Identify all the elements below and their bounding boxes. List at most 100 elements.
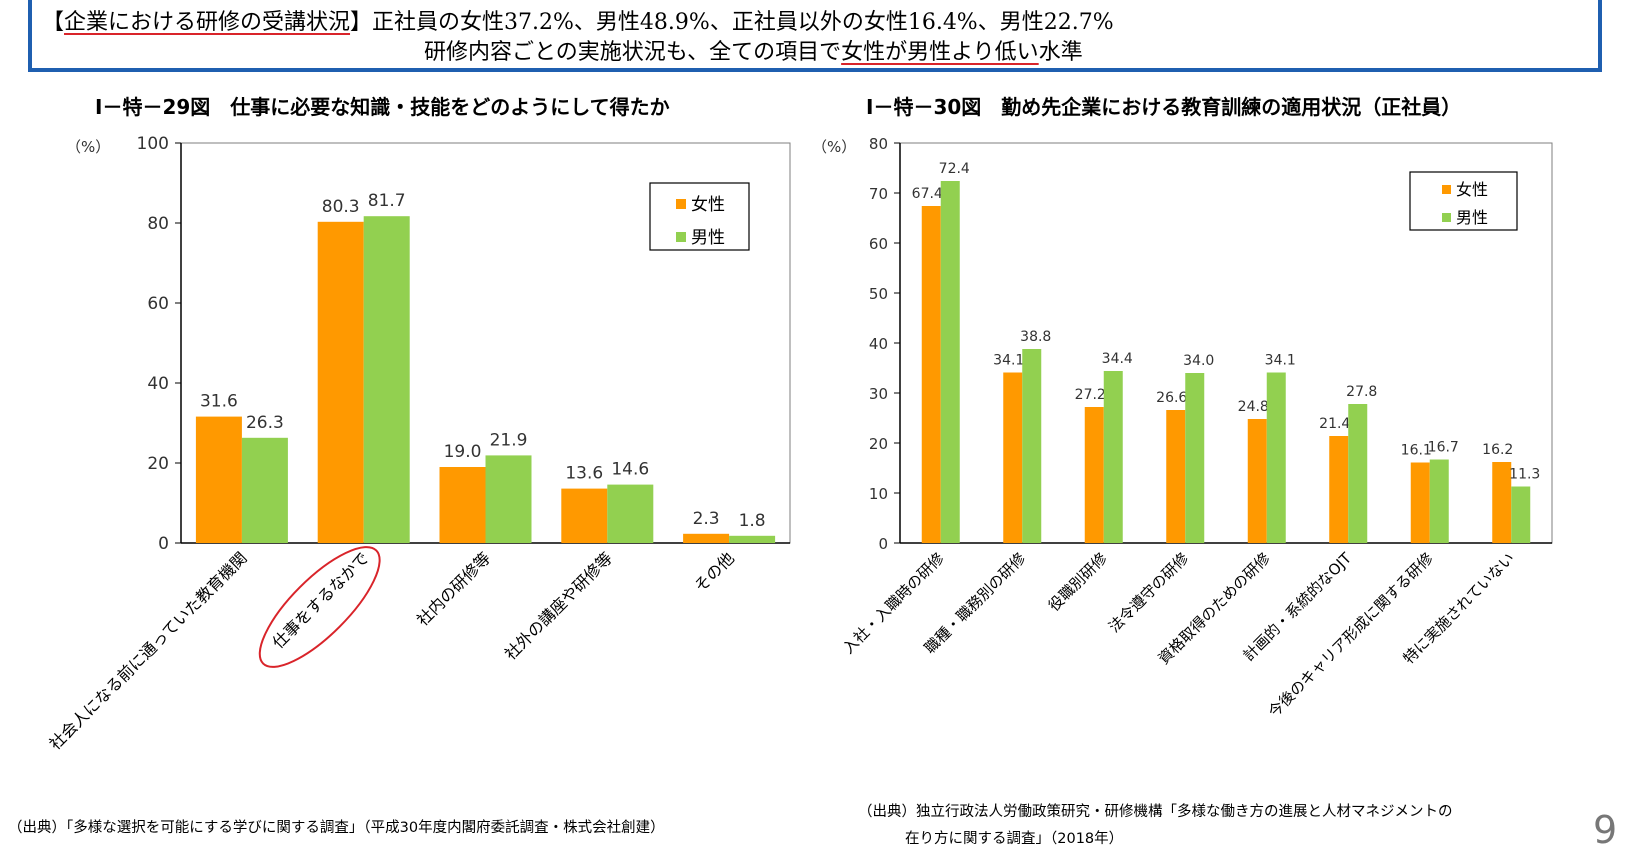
chart30-bar-male — [1511, 486, 1531, 543]
chart30-legend-swatch — [1442, 185, 1451, 194]
chart29-bar-male — [729, 535, 776, 543]
chart29-legend-label: 女性 — [691, 195, 725, 215]
chart30-bar-male — [1348, 404, 1368, 543]
chart30-ytick-label: 30 — [869, 385, 888, 403]
chart30-bar-female — [1247, 419, 1267, 543]
chart30-bar-female — [1410, 462, 1430, 543]
chart30-data-label: 34.1 — [993, 353, 1024, 369]
chart30-legend-label: 男性 — [1456, 208, 1488, 227]
chart29-title: Ⅰ－特－29図 仕事に必要な知識・技能をどのようにして得たか — [95, 95, 670, 119]
chart30-bar-male — [1185, 373, 1205, 543]
chart30-bar-male — [940, 181, 960, 543]
chart30-ytick-label: 70 — [869, 185, 888, 203]
chart30-bar-female — [1492, 462, 1512, 543]
chart30-data-label: 16.1 — [1401, 443, 1432, 459]
summary-box: 【企業における研修の受講状況】正社員の女性37.2%、男性48.9%、正社員以外… — [28, 0, 1602, 72]
chart29-data-label: 80.3 — [322, 197, 360, 217]
chart30-ytick-label: 50 — [869, 285, 888, 303]
page-number: 9 — [1593, 808, 1618, 852]
chart29-highlight-circle — [258, 546, 381, 668]
chart30-ytick-label: 60 — [869, 235, 888, 253]
summary-bracket-open: 【 — [42, 10, 65, 35]
chart29-legend-label: 男性 — [691, 228, 725, 248]
chart-30: Ⅰ－特－30図 勤め先企業における教育訓練の適用状況（正社員） （%） 0 10 20 3… — [812, 95, 1553, 721]
chart29-data-label: 2.3 — [693, 509, 720, 529]
chart29-data-label: 21.9 — [490, 430, 528, 450]
chart30-ytick-label: 80 — [869, 135, 888, 153]
chart30-legend-swatch — [1442, 213, 1451, 222]
chart29-bar-male — [607, 484, 654, 543]
chart30-data-label: 26.6 — [1156, 390, 1187, 406]
summary-line-2: 研修内容ごとの実施状況も、全ての項目で女性が男性より低い水準 — [424, 34, 1083, 66]
chart29-bar-male — [363, 216, 410, 543]
chart30-ytick-label: 40 — [869, 335, 888, 353]
chart29-bar-male — [485, 455, 532, 543]
chart30-bar-female — [1084, 407, 1104, 543]
chart30-bar-male — [1022, 349, 1042, 543]
summary-label: 企業における研修の受講状況 — [64, 10, 351, 35]
chart29-ytick-label: 20 — [147, 454, 169, 474]
chart29-data-label: 26.3 — [246, 413, 284, 433]
chart29-data-label: 1.8 — [739, 511, 766, 531]
chart30-data-label: 11.3 — [1509, 467, 1540, 483]
chart-29: Ⅰ－特－29図 仕事に必要な知識・技能をどのようにして得たか （%） 0 20 40 60… — [46, 95, 791, 754]
source-right-line1: （出典）独立行政法人労働政策研究・研修機構「多様な働き方の進展と人材マネジメント… — [858, 804, 1453, 820]
chart30-legend-label: 女性 — [1456, 180, 1488, 199]
chart30-bar-male — [1103, 371, 1123, 543]
chart30-category-label: 今後のキャリア形成に関する研修 — [1265, 549, 1437, 721]
chart29-bar-female — [317, 221, 364, 544]
chart29-ytick-label: 80 — [147, 214, 169, 234]
chart30-bar-male — [1429, 459, 1449, 543]
chart29-bar-female — [439, 467, 486, 543]
chart29-bar-female — [195, 416, 242, 543]
summary-line2-post: 水準 — [1038, 40, 1083, 65]
chart29-data-label: 31.6 — [200, 392, 238, 412]
summary-line-1: 【企業における研修の受講状況】正社員の女性37.2%、男性48.9%、正社員以外… — [42, 4, 1114, 36]
chart30-data-label: 34.0 — [1183, 353, 1214, 369]
chart30-bar-female — [1329, 436, 1349, 543]
source-right-line2: 在り方に関する調査」（2018年） — [905, 831, 1124, 847]
chart30-ytick-label: 10 — [869, 485, 888, 503]
chart30-data-label: 16.2 — [1482, 442, 1513, 458]
chart29-legend-swatch — [676, 232, 686, 242]
chart29-ylabel: （%） — [66, 138, 110, 156]
chart30-bar-female — [1003, 372, 1023, 543]
chart29-legend-box — [649, 182, 750, 251]
chart29-data-label: 13.6 — [565, 464, 603, 484]
chart29-bar-female — [683, 533, 730, 543]
chart30-bar-female — [1166, 410, 1186, 543]
chart30-ytick-label: 0 — [878, 535, 888, 553]
chart30-data-label: 27.8 — [1346, 384, 1377, 400]
chart30-bar-male — [1266, 372, 1286, 543]
chart30-ylabel: （%） — [812, 138, 856, 156]
chart29-ytick-label: 100 — [137, 134, 169, 154]
chart29-ytick-label: 0 — [158, 534, 169, 554]
chart30-data-label: 67.4 — [912, 186, 943, 202]
chart30-data-label: 34.4 — [1102, 351, 1133, 367]
chart29-ytick-label: 40 — [147, 374, 169, 394]
summary-line2-pre: 研修内容ごとの実施状況も、全ての項目で — [424, 40, 842, 65]
chart30-legend-box — [1409, 171, 1518, 231]
chart30-ytick-label: 20 — [869, 435, 888, 453]
chart30-title: Ⅰ－特－30図 勤め先企業における教育訓練の適用状況（正社員） — [866, 95, 1461, 119]
summary-line1-text: 正社員の女性37.2%、男性48.9%、正社員以外の女性16.4%、男性22.7… — [372, 10, 1114, 35]
chart29-legend-swatch — [676, 199, 686, 209]
summary-line2-emphasis: 女性が男性より低い — [841, 40, 1039, 65]
chart29-bar-female — [561, 488, 608, 543]
chart30-data-label: 72.4 — [939, 161, 970, 177]
chart30-category-label: 法令遵守の研修 — [1105, 549, 1192, 636]
chart30-data-label: 16.7 — [1428, 440, 1459, 456]
chart30-bar-female — [921, 206, 941, 543]
chart30-category-label: 役職別研修 — [1045, 549, 1111, 615]
chart29-ytick-label: 60 — [147, 294, 169, 314]
chart29-bar-male — [241, 437, 288, 543]
source-left: （出典）「多様な選択を可能にする学びに関する調査」（平成30年度内閣府委託調査・… — [8, 820, 665, 836]
chart29-data-label: 19.0 — [444, 442, 482, 462]
chart30-data-label: 27.2 — [1075, 387, 1106, 403]
chart30-data-label: 21.4 — [1319, 416, 1350, 432]
chart30-data-label: 38.8 — [1020, 329, 1051, 345]
chart30-data-label: 34.1 — [1265, 353, 1296, 369]
chart30-data-label: 24.8 — [1238, 399, 1269, 415]
chart29-data-label: 81.7 — [368, 191, 406, 211]
summary-bracket-close: 】 — [350, 10, 373, 35]
